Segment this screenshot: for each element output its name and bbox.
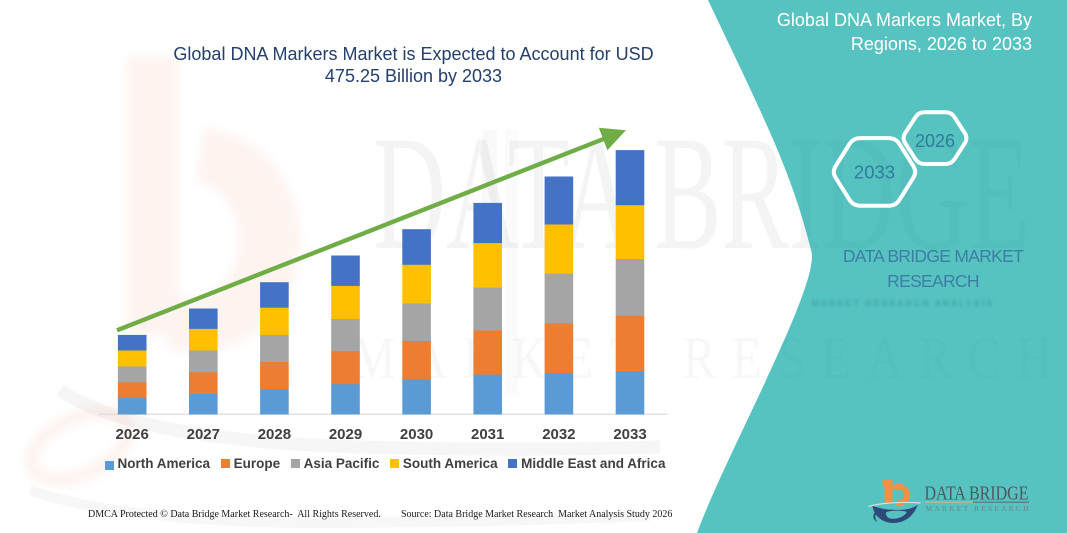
svg-text:2032: 2032 bbox=[542, 426, 575, 443]
svg-text:DATA BRIDGE: DATA BRIDGE bbox=[925, 482, 1029, 504]
svg-text:MARKET RESEARCH: MARKET RESEARCH bbox=[926, 504, 1030, 513]
svg-text:2029: 2029 bbox=[329, 426, 362, 443]
svg-text:2030: 2030 bbox=[400, 426, 433, 443]
svg-text:2028: 2028 bbox=[258, 426, 291, 443]
svg-text:2033: 2033 bbox=[613, 426, 646, 443]
svg-text:2026: 2026 bbox=[915, 131, 955, 151]
svg-text:2026: 2026 bbox=[116, 426, 149, 443]
svg-text:2033: 2033 bbox=[854, 162, 895, 183]
svg-text:2031: 2031 bbox=[471, 426, 504, 443]
svg-text:2027: 2027 bbox=[187, 426, 220, 443]
